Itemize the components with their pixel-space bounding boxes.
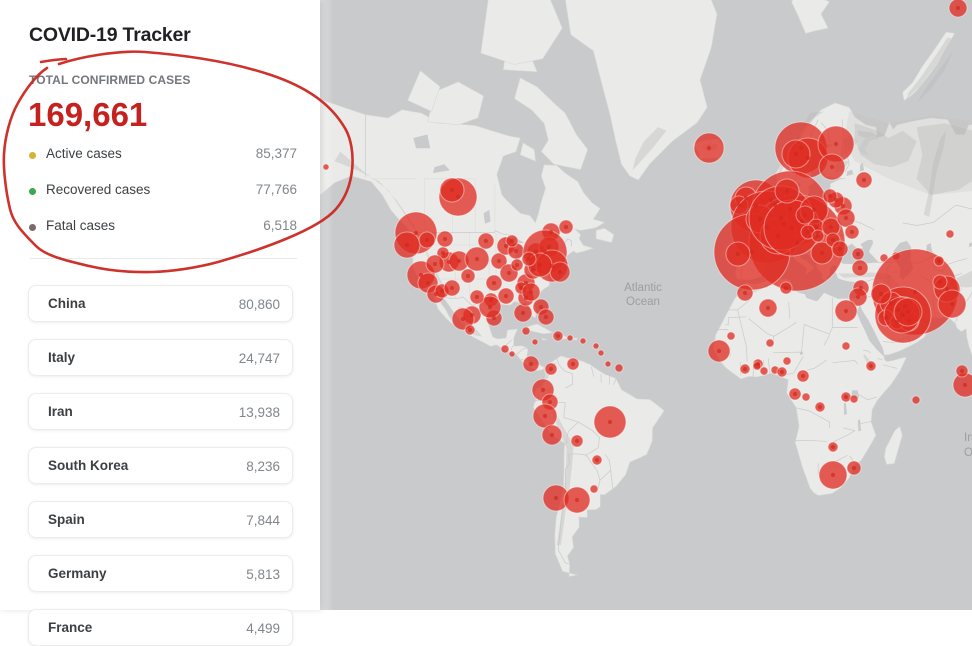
svg-text:Ocean: Ocean [626,296,660,308]
svg-text:Atlantic: Atlantic [624,282,662,294]
svg-text:Indian: Indian [964,432,972,444]
svg-text:Ocean: Ocean [964,447,972,459]
